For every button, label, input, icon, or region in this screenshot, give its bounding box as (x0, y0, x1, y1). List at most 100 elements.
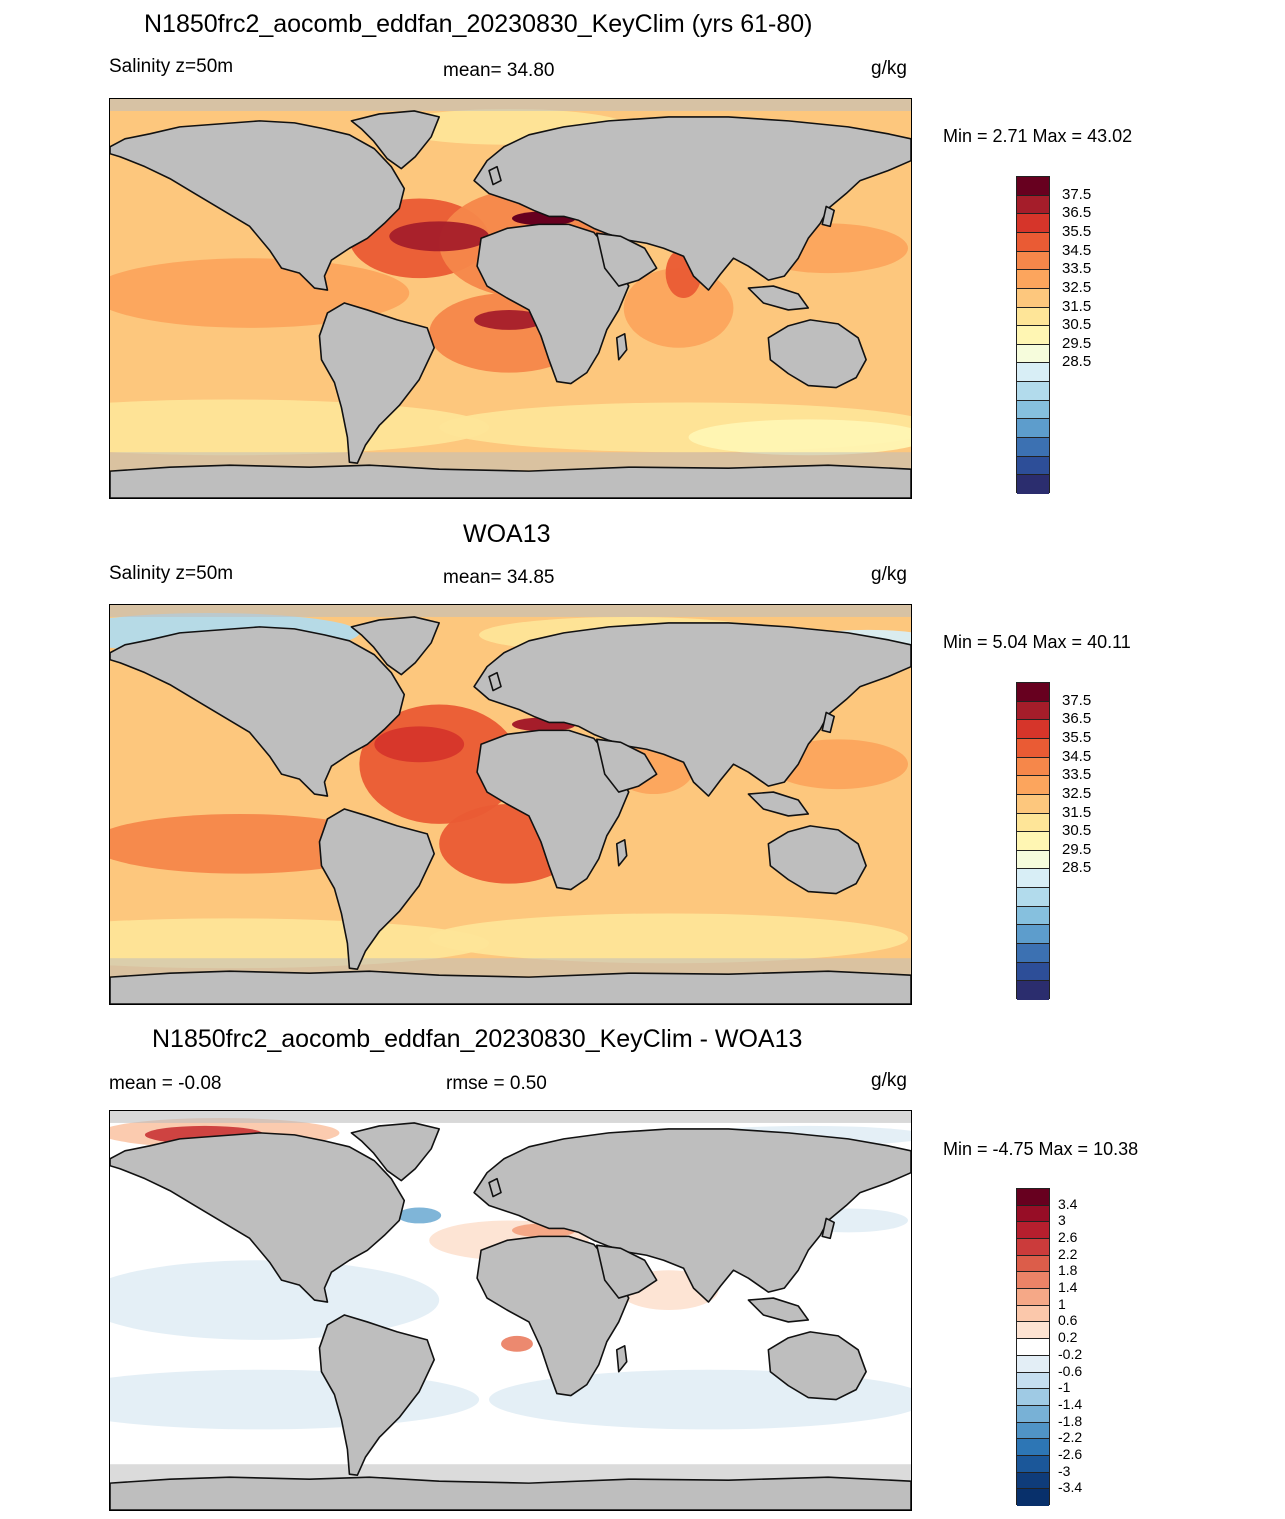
colorbar-swatch (1017, 382, 1049, 401)
colorbar-tick-label: 0.6 (1058, 1312, 1078, 1329)
colorbar-swatch (1017, 981, 1049, 1000)
arctic-margin (110, 1111, 911, 1123)
panel2-map (109, 604, 912, 1005)
land-madagascar (615, 1345, 628, 1373)
colorbar-tick-label: -0.2 (1058, 1345, 1083, 1362)
land-antarctica (110, 464, 911, 498)
panel2-map-svg (110, 605, 911, 1004)
colorbar-tick-label: 2.6 (1058, 1229, 1078, 1246)
colorbar-tick-label: 3.4 (1058, 1195, 1078, 1212)
panel2-variable-label: Salinity z=50m (109, 563, 234, 584)
land-antarctica (110, 1476, 911, 1510)
colorbar-tick-label: -2.6 (1058, 1445, 1083, 1462)
colorbar-swatch (1017, 701, 1049, 721)
land-southAmerica (318, 1314, 435, 1476)
panel3-title: N1850frc2_aocomb_eddfan_20230830_KeyClim… (152, 1025, 803, 1053)
land-antarctica (110, 970, 911, 1004)
colorbar-swatch (1017, 438, 1049, 457)
colorbar-tick-label: 36.5 (1062, 710, 1092, 728)
colorbar-tick-label: 34.5 (1062, 241, 1092, 259)
land-seAsia (747, 285, 810, 311)
colorbar-swatch (1017, 1489, 1049, 1506)
colorbar-swatch (1017, 1372, 1049, 1390)
land-arabia (595, 1244, 658, 1299)
salinity-contour (474, 309, 544, 330)
colorbar-swatch (1017, 288, 1049, 308)
colorbar-swatch (1017, 925, 1049, 945)
colorbar-tick-label: -0.6 (1058, 1362, 1083, 1379)
land-seAsia (747, 1297, 810, 1323)
panel2-units-label: g/kg (871, 564, 907, 585)
panel2-mean-label: mean= 34.85 (443, 567, 555, 588)
land-greenland (350, 1122, 440, 1182)
salinity-contour (110, 399, 489, 456)
colorbar-swatch (1017, 214, 1049, 233)
colorbar-swatch (1017, 738, 1049, 758)
colorbar-swatch (1017, 1289, 1049, 1306)
colorbar-tick-label: 31.5 (1062, 297, 1092, 315)
salinity-contour (429, 913, 909, 964)
colorbar-tick-label: 2.2 (1058, 1245, 1078, 1262)
colorbar-swatch (1017, 1389, 1049, 1406)
colorbar-tick-label: 1 (1058, 1295, 1066, 1312)
panel1-title: N1850frc2_aocomb_eddfan_20230830_KeyClim… (144, 10, 813, 38)
colorbar-tick-label: 37.5 (1062, 691, 1092, 709)
colorbar-swatch (1017, 1322, 1049, 1340)
panel3-map (109, 1110, 912, 1511)
salinity-contour (389, 221, 490, 252)
colorbar-swatch (1017, 1205, 1049, 1223)
salinity-contour (110, 918, 489, 969)
colorbar-tick-label: 33.5 (1062, 766, 1092, 784)
salinity-contour (688, 419, 911, 456)
colorbar-tick-label: 35.5 (1062, 222, 1092, 240)
colorbar-tick-label: -3.4 (1058, 1479, 1083, 1496)
panel1-units-label: g/kg (871, 58, 907, 79)
colorbar-tick-label: -2.2 (1058, 1429, 1083, 1446)
colorbar-swatch (1017, 1405, 1049, 1423)
salinity-contour (501, 1335, 533, 1352)
panel3-colorbar (1016, 1188, 1050, 1506)
colorbar-swatch (1017, 1272, 1049, 1290)
colorbar-tick-label: 31.5 (1062, 803, 1092, 821)
colorbar-swatch (1017, 475, 1049, 494)
land-japan (821, 205, 835, 228)
salinity-contour (374, 726, 465, 763)
colorbar-swatch (1017, 270, 1049, 289)
panel3-units-label: g/kg (871, 1070, 907, 1091)
colorbar-tick-label: 35.5 (1062, 728, 1092, 746)
colorbar-swatch (1017, 832, 1049, 851)
panel2-title: WOA13 (463, 520, 551, 548)
panel3-map-svg (110, 1111, 911, 1510)
colorbar-swatch (1017, 232, 1049, 252)
colorbar-swatch (1017, 1455, 1049, 1473)
land-australia (767, 319, 867, 389)
colorbar-swatch (1017, 813, 1049, 833)
colorbar-swatch (1017, 307, 1049, 327)
panel3-mean-label: mean = -0.08 (109, 1073, 222, 1094)
land-madagascar (615, 333, 628, 361)
colorbar-swatch (1017, 776, 1049, 795)
land-madagascar (615, 839, 628, 867)
colorbar-swatch (1017, 251, 1049, 271)
colorbar-tick-label: 0.2 (1058, 1329, 1078, 1346)
colorbar-swatch (1017, 962, 1049, 982)
colorbar-swatch (1017, 400, 1049, 420)
colorbar-tick-label: 30.5 (1062, 822, 1092, 840)
colorbar-tick-label: 28.5 (1062, 859, 1092, 877)
panel1-mean-label: mean= 34.80 (443, 60, 555, 81)
land-eurasia (473, 622, 911, 797)
colorbar-tick-label: 29.5 (1062, 334, 1092, 352)
sea-ice-margin (110, 958, 911, 977)
colorbar-swatch (1017, 1305, 1049, 1323)
land-northAmerica (110, 120, 406, 291)
colorbar-tick-label: -3 (1058, 1462, 1071, 1479)
panel1-colorbar (1016, 176, 1050, 494)
colorbar-tick-label: 34.5 (1062, 747, 1092, 765)
land-arabia (595, 232, 658, 287)
colorbar-tick-label: 1.4 (1058, 1279, 1078, 1296)
land-southAmerica (318, 808, 435, 970)
land-greenland (350, 110, 440, 170)
panel1-map (109, 98, 912, 499)
colorbar-swatch (1017, 419, 1049, 439)
land-southAmerica (318, 302, 435, 464)
